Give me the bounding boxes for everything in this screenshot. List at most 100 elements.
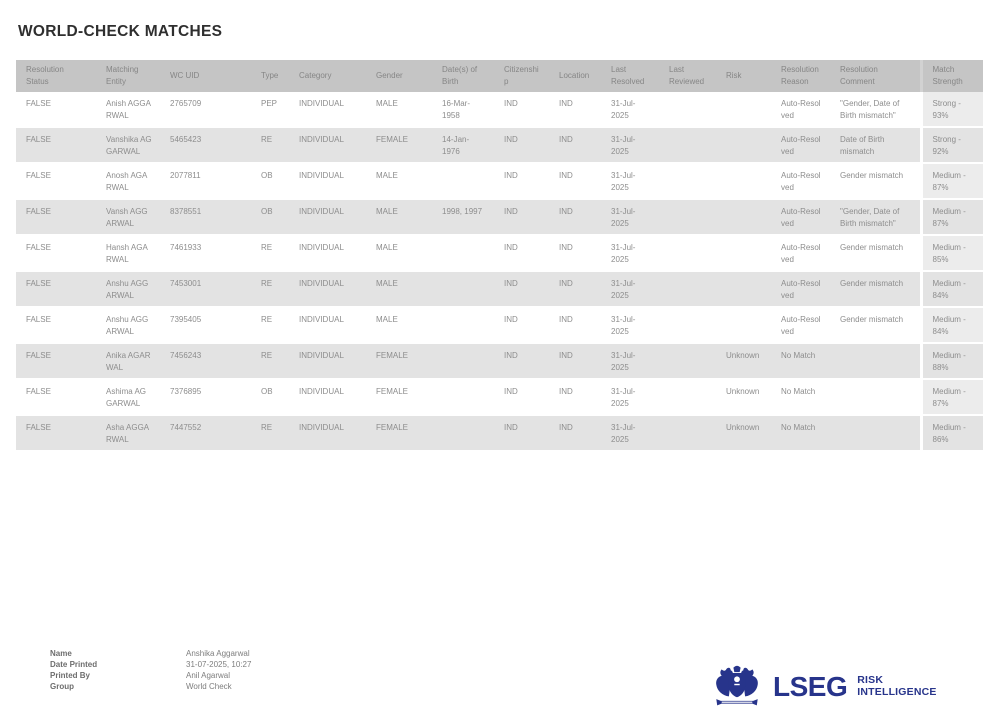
table-row: FALSE Anish AGGARWAL 2765709 PEP INDIVIDUAL M… [16, 92, 983, 128]
page-title: WORLD-CHECK MATCHES [18, 23, 223, 40]
cell-category: INDIVIDUAL [289, 379, 366, 416]
cell-location: IND [549, 271, 601, 308]
cell-location: IND [549, 379, 601, 416]
table-row: FALSE Asha AGGARWAL 7447552 RE INDIVIDUAL FEM… [16, 415, 983, 452]
cell-wc_uid: 2077811 [160, 163, 251, 200]
cell-match_strength: Medium - 86% [919, 415, 983, 452]
cell-citizenship: IND [494, 163, 549, 200]
cell-risk [716, 307, 771, 344]
cell-resolution_reason: No Match [771, 343, 830, 380]
table-row: FALSE Anshu AGGARWAL 7395405 RE INDIVIDUAL MA… [16, 307, 983, 344]
column-header-risk: Risk [716, 60, 771, 92]
cell-resolution_status: FALSE [16, 199, 96, 236]
cell-last_resolved: 31-Jul-2025 [601, 307, 659, 344]
cell-matching_entity: Anshu AGGARWAL [96, 271, 160, 308]
cell-wc_uid: 8378551 [160, 199, 251, 236]
cell-type: OB [251, 379, 289, 416]
cell-type: RE [251, 271, 289, 308]
cell-type: RE [251, 415, 289, 452]
meta-value: Anil Agarwal [186, 671, 231, 680]
cell-match_strength: Strong - 92% [919, 127, 983, 164]
lseg-wordmark: LSEG [773, 670, 848, 702]
cell-resolution_reason: Auto-Resolved [771, 271, 830, 308]
cell-resolution_reason: Auto-Resolved [771, 163, 830, 200]
cell-resolution_reason: Auto-Resolved [771, 92, 830, 128]
matches-table-body: FALSE Anish AGGARWAL 2765709 PEP INDIVIDUAL M… [16, 92, 983, 452]
cell-last_reviewed [659, 379, 716, 416]
cell-last_reviewed [659, 92, 716, 128]
cell-resolution_comment: Date of Birth mismatch [830, 127, 921, 164]
cell-wc_uid: 7395405 [160, 307, 251, 344]
cell-category: INDIVIDUAL [289, 307, 366, 344]
cell-gender: MALE [366, 163, 432, 200]
cell-type: OB [251, 163, 289, 200]
cell-resolution_status: FALSE [16, 343, 96, 380]
cell-last_resolved: 31-Jul-2025 [601, 127, 659, 164]
cell-gender: MALE [366, 92, 432, 128]
cell-risk [716, 235, 771, 272]
cell-category: INDIVIDUAL [289, 343, 366, 380]
table-row: FALSE Anshu AGGARWAL 7453001 RE INDIVIDUAL MA… [16, 271, 983, 308]
cell-location: IND [549, 415, 601, 452]
column-header-last_resolved: Last Resolved [601, 60, 659, 92]
cell-location: IND [549, 199, 601, 236]
column-header-citizenship: Citizenship [494, 60, 549, 92]
cell-gender: MALE [366, 235, 432, 272]
cell-citizenship: IND [494, 415, 549, 452]
table-header-row: Resolution Status Matching Entity WC UID Ty… [16, 60, 983, 92]
column-header-date_of_birth: Date(s) of Birth [432, 60, 494, 92]
column-header-wc_uid: WC UID [160, 60, 251, 92]
cell-last_reviewed [659, 163, 716, 200]
cell-category: INDIVIDUAL [289, 271, 366, 308]
cell-match_strength: Medium - 85% [919, 235, 983, 272]
cell-category: INDIVIDUAL [289, 127, 366, 164]
cell-type: PEP [251, 92, 289, 128]
table-row: FALSE Vanshika AGGARWAL 5465423 RE INDIVIDUA… [16, 127, 983, 164]
column-header-type: Type [251, 60, 289, 92]
cell-resolution_status: FALSE [16, 163, 96, 200]
cell-wc_uid: 5465423 [160, 127, 251, 164]
cell-type: RE [251, 343, 289, 380]
column-header-match_strength: Match Strength [919, 60, 983, 92]
cell-last_reviewed [659, 343, 716, 380]
cell-wc_uid: 7453001 [160, 271, 251, 308]
meta-value: Anshika Aggarwal [186, 649, 250, 658]
cell-wc_uid: 7376895 [160, 379, 251, 416]
cell-match_strength: Medium - 84% [919, 271, 983, 308]
cell-matching_entity: Ashima AGGARWAL [96, 379, 160, 416]
cell-citizenship: IND [494, 343, 549, 380]
cell-match_strength: Strong - 93% [919, 92, 983, 128]
cell-category: INDIVIDUAL [289, 163, 366, 200]
lseg-tagline: RISK INTELLIGENCE [857, 674, 937, 698]
column-header-resolution_comment: Resolution Comment [830, 60, 921, 92]
cell-risk [716, 127, 771, 164]
cell-last_reviewed [659, 235, 716, 272]
cell-resolution_comment: "Gender, Date of Birth mismatch" [830, 199, 921, 236]
cell-last_resolved: 31-Jul-2025 [601, 415, 659, 452]
cell-last_resolved: 31-Jul-2025 [601, 163, 659, 200]
cell-gender: MALE [366, 271, 432, 308]
cell-last_resolved: 31-Jul-2025 [601, 343, 659, 380]
cell-resolution_reason: No Match [771, 379, 830, 416]
meta-label: Printed By [50, 671, 91, 680]
cell-risk [716, 163, 771, 200]
cell-date_of_birth [432, 379, 494, 416]
cell-wc_uid: 7456243 [160, 343, 251, 380]
cell-citizenship: IND [494, 379, 549, 416]
meta-row: Printed By Anil Agarwal [50, 670, 251, 681]
cell-matching_entity: Anish AGGARWAL [96, 92, 160, 128]
cell-gender: FEMALE [366, 343, 432, 380]
tagline-line2: INTELLIGENCE [857, 685, 937, 698]
cell-last_resolved: 31-Jul-2025 [601, 235, 659, 272]
cell-resolution_reason: No Match [771, 415, 830, 452]
meta-label: Name [50, 649, 72, 658]
cell-matching_entity: Anosh AGARWAL [96, 163, 160, 200]
cell-last_resolved: 31-Jul-2025 [601, 92, 659, 128]
cell-resolution_reason: Auto-Resolved [771, 127, 830, 164]
meta-value: World Check [186, 682, 232, 691]
cell-gender: MALE [366, 199, 432, 236]
lseg-logo: LSEG RISK INTELLIGENCE [710, 663, 937, 710]
cell-resolution_comment: Gender mismatch [830, 307, 921, 344]
meta-row: Group World Check [50, 681, 251, 692]
cell-match_strength: Medium - 88% [919, 343, 983, 380]
